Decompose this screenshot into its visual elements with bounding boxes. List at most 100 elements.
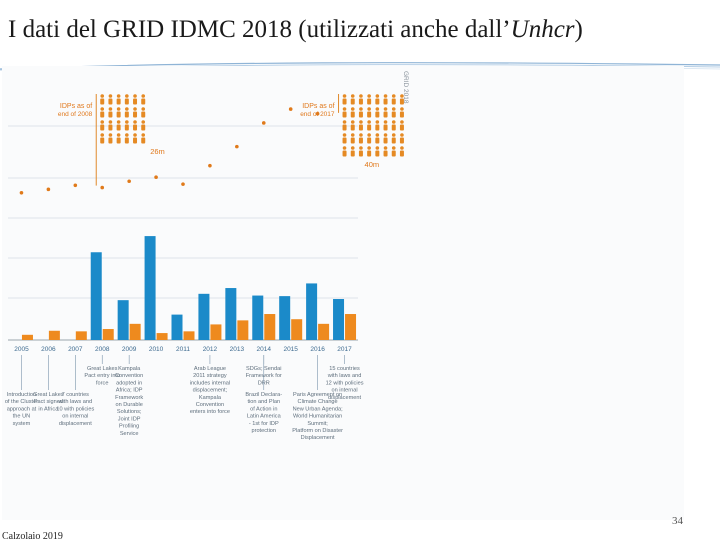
person-icon-body — [342, 98, 347, 105]
person-icon-head — [133, 94, 137, 98]
trend-dot — [19, 190, 24, 195]
person-icon-head — [383, 146, 388, 150]
person-icon-body — [399, 137, 404, 144]
bar-series-b — [156, 333, 168, 340]
source-label: GRID 2018 — [402, 71, 409, 104]
person-icon-body — [124, 124, 129, 131]
timeline-event-upper-text: force — [96, 380, 108, 386]
person-icon — [399, 94, 404, 105]
person-icon-body — [375, 98, 380, 105]
person-icon-body — [100, 137, 105, 144]
person-icon — [367, 133, 372, 144]
person-icon — [367, 120, 372, 131]
person-icon — [124, 120, 129, 131]
person-icon-body — [383, 150, 388, 157]
person-icon — [383, 120, 388, 131]
annotation-value: 26m — [150, 147, 165, 156]
person-icon-body — [391, 98, 396, 105]
timeline-event-upper-text: Service — [120, 431, 139, 437]
person-icon-head — [375, 133, 380, 137]
annotation-title: IDPs as of — [302, 103, 334, 110]
person-icon-body — [108, 111, 113, 118]
timeline-event-upper-text: Kampala — [118, 366, 141, 372]
person-icon-head — [391, 146, 396, 150]
timeline-event-lower-text: Pact signed — [34, 399, 63, 405]
person-icon-body — [141, 137, 146, 144]
timeline-event-lower-text: approach at — [7, 406, 37, 412]
person-icon-body — [358, 137, 363, 144]
person-icon-body — [108, 98, 113, 105]
person-icon-head — [359, 120, 363, 124]
title-italic: Unhcr — [510, 16, 575, 43]
person-icon-head — [100, 107, 105, 111]
trend-dot — [154, 175, 158, 180]
person-icon-body — [133, 111, 138, 118]
person-icon-head — [391, 107, 396, 111]
timeline-event-upper-text: Convention — [115, 373, 143, 379]
timeline-event-upper-text: 2011 strategy — [193, 373, 227, 379]
person-icon — [100, 120, 105, 131]
timeline-event-lower-text: - 1st for IDP — [249, 421, 279, 427]
person-icon-head — [108, 120, 113, 124]
timeline-event-lower-text: system — [13, 421, 31, 427]
x-tick-label: 2009 — [122, 346, 137, 353]
person-icon — [367, 146, 372, 157]
person-icon-body — [108, 124, 113, 131]
person-icon-body — [108, 137, 113, 144]
person-icon — [124, 94, 129, 105]
person-icon — [133, 120, 138, 131]
x-tick-label: 2015 — [283, 346, 298, 353]
person-icon — [108, 133, 113, 144]
x-tick-label: 2008 — [95, 346, 110, 353]
person-icon-body — [375, 150, 380, 157]
timeline-event-lower-text: Brazil Declara- — [245, 392, 282, 398]
timeline-event-lower-text: New Urban Agenda; — [293, 406, 344, 412]
bar-series-a — [306, 283, 318, 340]
bar-series-a — [252, 295, 264, 340]
person-icon — [100, 107, 105, 118]
person-icon — [124, 133, 129, 144]
person-icon-head — [133, 107, 137, 111]
person-icon-body — [141, 111, 146, 118]
timeline-event-lower-text: protection — [251, 428, 276, 434]
person-icon-head — [125, 133, 129, 137]
timeline-event-upper-text: Joint IDP — [118, 416, 141, 422]
bar-series-a — [225, 288, 237, 340]
annotation-value: 40m — [365, 160, 380, 169]
person-icon — [375, 120, 380, 131]
timeline-event-lower-text: Summit; — [307, 421, 328, 427]
timeline-event-upper-text: with laws and — [327, 373, 362, 379]
person-icon-head — [141, 107, 146, 111]
timeline-event-upper-text: Framework — [115, 395, 143, 401]
timeline-event-upper-text: 15 countries — [329, 366, 360, 372]
person-icon — [342, 133, 347, 144]
footer-author: Calzolaio 2019 — [2, 531, 63, 542]
timeline-event-lower-text: displacement — [59, 421, 92, 427]
bar-series-b — [210, 324, 222, 340]
timeline-event-upper-text: includes internal — [190, 380, 230, 386]
trend-dot — [288, 107, 293, 111]
person-icon-body — [383, 98, 388, 105]
person-icon-body — [367, 150, 372, 157]
person-icon-head — [375, 94, 380, 98]
person-icon — [375, 133, 380, 144]
person-icon — [116, 120, 121, 131]
person-icon — [383, 133, 388, 144]
person-icon — [358, 107, 363, 118]
person-icon — [350, 120, 355, 131]
person-icon — [375, 146, 380, 157]
person-icon — [383, 146, 388, 157]
trend-dot — [181, 182, 185, 186]
person-icon-body — [350, 137, 355, 144]
page-number: 34 — [672, 515, 683, 527]
timeline-event-lower-text: World Humanitarian — [293, 414, 342, 420]
bar-series-a — [279, 296, 291, 340]
person-icon-body — [375, 137, 380, 144]
person-icon — [350, 146, 355, 157]
timeline-event-upper-text: enters into force — [190, 409, 230, 415]
annotation-subtitle: end of 2008 — [58, 111, 93, 118]
timeline-event-lower-text: Paris Agreement on — [293, 392, 342, 398]
person-icon-body — [358, 111, 363, 118]
person-icon — [367, 94, 372, 105]
